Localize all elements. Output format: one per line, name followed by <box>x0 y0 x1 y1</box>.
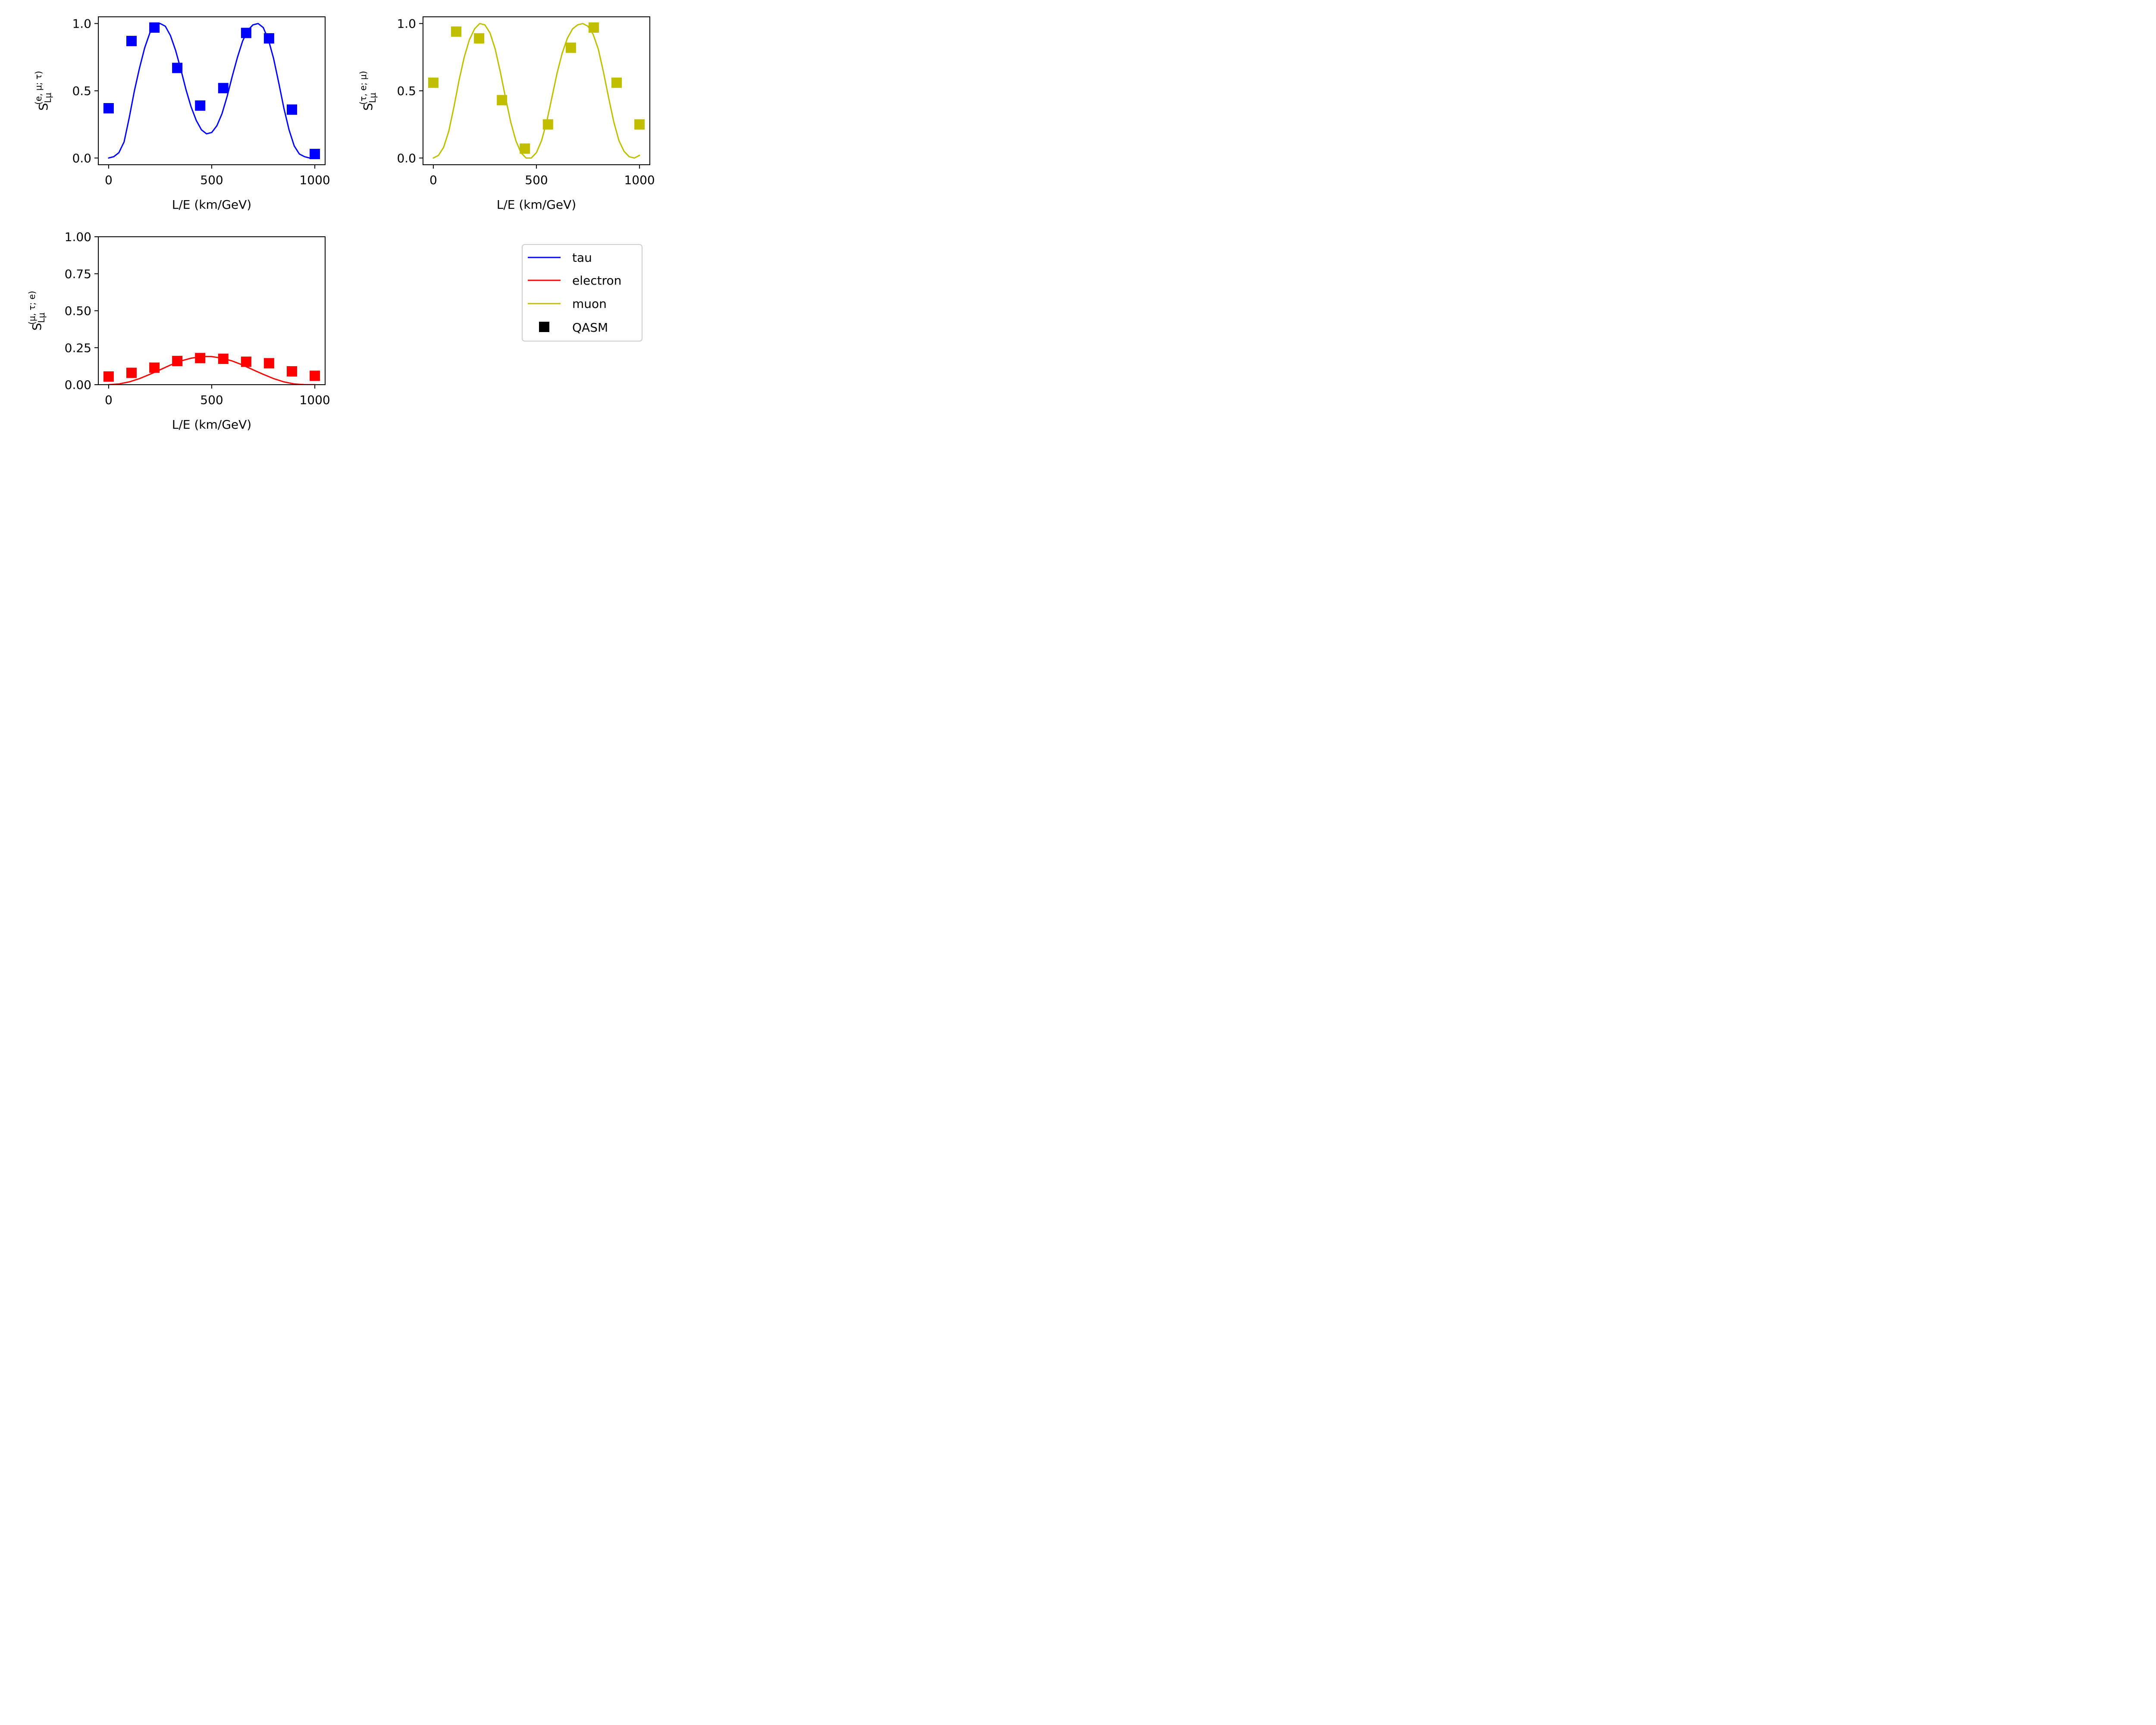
qasm-marker <box>263 33 274 44</box>
x-tick-label: 0 <box>429 173 437 187</box>
qasm-marker <box>149 362 160 373</box>
y-label-base: S <box>36 103 50 111</box>
qasm-marker <box>172 356 183 367</box>
y-label-base: S <box>361 103 375 111</box>
x-axis-label: L/E (km/GeV) <box>497 198 576 212</box>
qasm-marker <box>195 353 206 364</box>
y-axis-label: SLμ(e, μ; τ) <box>33 71 53 110</box>
qasm-marker <box>542 119 553 130</box>
axes-frame <box>98 236 326 385</box>
x-tick-label: 0 <box>105 393 113 407</box>
qasm-marker <box>287 366 297 377</box>
qasm-marker <box>103 103 114 113</box>
legend-item-muon: muon <box>528 297 607 311</box>
legend: tau electron muon QASM <box>522 244 642 342</box>
x-tick-label: 500 <box>200 173 223 187</box>
legend-item-electron: electron <box>528 273 621 288</box>
y-label-sub: Lμ <box>36 313 47 323</box>
y-tick-label: 0.50 <box>65 304 91 318</box>
y-tick-label: 1.0 <box>72 17 91 31</box>
x-axis-label: L/E (km/GeV) <box>172 417 251 432</box>
qasm-marker <box>451 26 461 37</box>
plot-area <box>428 22 645 159</box>
qasm-marker <box>497 95 508 106</box>
legend-label-tau: tau <box>572 251 592 265</box>
panel-bottom-left: 0 500 1000 0.00 0.25 0.50 0.75 1.00 L/E (km/GeV… <box>27 230 330 432</box>
qasm-marker <box>195 100 206 111</box>
y-tick-label: 0.5 <box>72 84 91 98</box>
qasm-marker <box>634 119 645 130</box>
plot-area <box>103 22 320 160</box>
qasm-marker <box>218 83 229 94</box>
x-tick-label: 1000 <box>299 173 330 187</box>
qasm-marker <box>172 63 183 73</box>
y-tick-label: 0.0 <box>397 151 416 165</box>
legend-label-qasm: QASM <box>572 320 608 335</box>
y-tick-label: 0.5 <box>397 84 416 98</box>
plot-area <box>103 353 320 385</box>
x-tick-label: 1000 <box>299 393 330 407</box>
qasm-marker <box>428 77 439 88</box>
qasm-marker <box>310 370 320 381</box>
y-axis-label: SLμ(τ, e; μ) <box>358 71 378 110</box>
y-label-sup: (μ, τ; e) <box>27 291 37 325</box>
qasm-marker <box>287 104 297 115</box>
y-tick-label: 1.0 <box>397 17 416 31</box>
qasm-marker <box>103 371 114 382</box>
series-line-tau <box>108 23 316 159</box>
y-tick-label: 0.00 <box>65 378 91 392</box>
y-tick-label: 0.75 <box>65 267 91 281</box>
qasm-marker <box>565 42 576 53</box>
x-tick-label: 0 <box>105 173 113 187</box>
y-tick-label: 0.25 <box>65 341 91 355</box>
legend-box <box>522 244 642 342</box>
axis-ticks: 0 500 1000 0.0 0.5 1.0 <box>397 17 655 187</box>
axis-ticks: 0 500 1000 0.0 0.5 1.0 <box>72 17 330 187</box>
y-label-sub: Lμ <box>43 93 53 103</box>
legend-swatch-qasm <box>539 322 549 332</box>
panel-top-right: 0 500 1000 0.0 0.5 1.0 L/E (km/GeV) SLμ(τ, e;… <box>358 16 655 212</box>
legend-item-tau: tau <box>528 251 592 265</box>
y-label-sub: Lμ <box>367 93 378 103</box>
x-tick-label: 500 <box>525 173 548 187</box>
qasm-marker <box>218 354 229 364</box>
series-line-muon <box>432 23 640 159</box>
qasm-marker <box>149 22 160 33</box>
y-tick-label: 0.0 <box>72 151 91 165</box>
y-label-sup: (τ, e; μ) <box>358 71 368 105</box>
qasm-marker <box>611 77 622 88</box>
qasm-marker <box>520 143 530 154</box>
qasm-marker <box>241 356 251 367</box>
legend-item-qasm: QASM <box>539 320 608 335</box>
x-tick-label: 500 <box>200 393 223 407</box>
legend-label-electron: electron <box>572 273 621 288</box>
legend-label-muon: muon <box>572 297 607 311</box>
qasm-marker <box>474 33 485 44</box>
y-axis-label: SLμ(μ, τ; e) <box>27 291 47 330</box>
qasm-marker <box>588 22 599 33</box>
x-axis-label: L/E (km/GeV) <box>172 198 251 212</box>
qasm-marker <box>241 28 251 38</box>
qasm-marker <box>126 367 137 378</box>
y-label-base: S <box>30 323 44 331</box>
qasm-marker <box>310 149 320 160</box>
x-tick-label: 1000 <box>624 173 655 187</box>
qasm-marker <box>263 358 274 369</box>
y-tick-label: 1.00 <box>65 230 91 244</box>
panel-top-left: 0 500 1000 0.0 0.5 1.0 L/E (km/GeV) SLμ(e, μ;… <box>33 16 330 212</box>
qasm-marker <box>126 36 137 47</box>
series-line-electron <box>108 356 316 385</box>
y-label-sup: (e, μ; τ) <box>33 71 44 105</box>
axis-ticks: 0 500 1000 0.00 0.25 0.50 0.75 1.00 <box>65 230 330 407</box>
